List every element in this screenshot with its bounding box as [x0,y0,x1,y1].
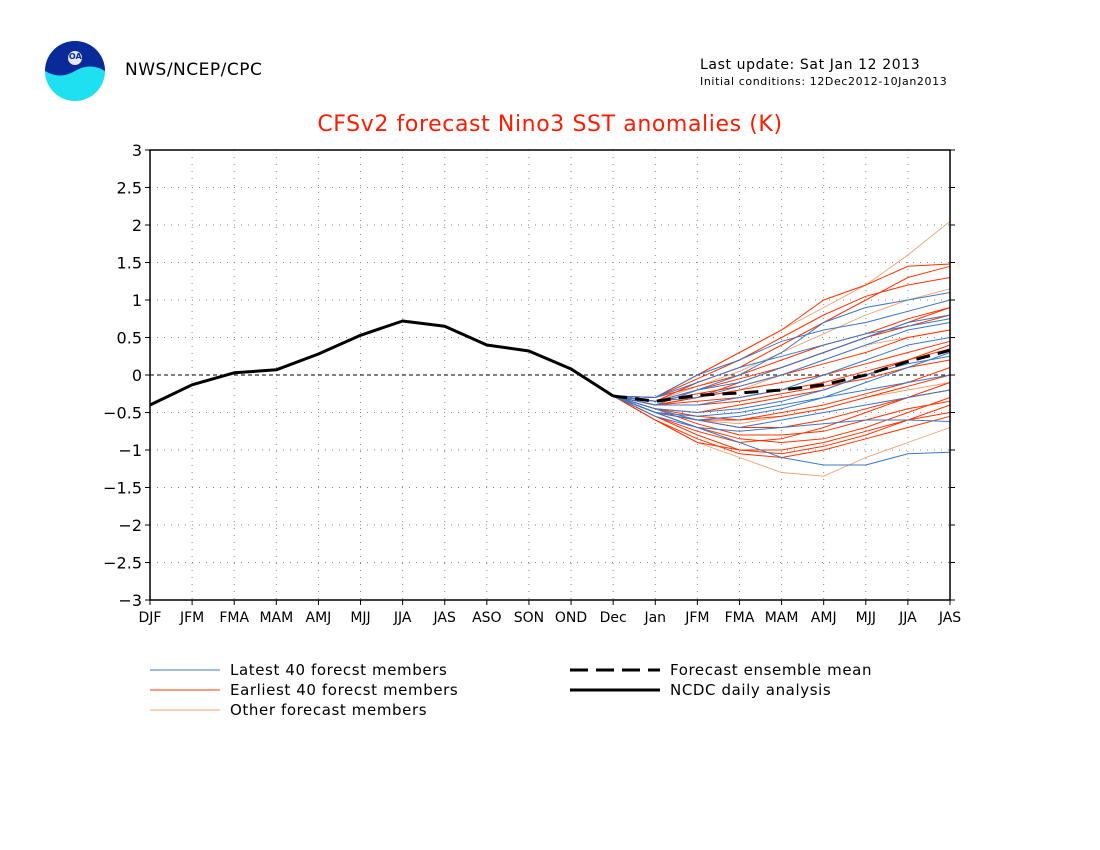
ensemble-member-line [613,395,951,466]
x-tick-label: JJA [898,610,917,626]
x-tick-label: ASO [472,610,501,626]
ensemble-member-line [612,395,951,432]
x-tick-label: JFM [179,610,204,626]
ensemble-member-line [613,389,951,429]
x-axis: DJF JFM FMA MAM AMJ MJJ JJA JAS ASO SON OND Dec Jan J… [139,600,961,626]
x-tick-label: FMA [219,610,249,626]
y-tick-label: 3 [132,141,142,160]
x-tick-label: MJJ [350,610,370,626]
legend-group: Latest 40 forecst members Earliest 40 for… [150,661,872,719]
ensemble-mean-line [613,348,951,403]
ensemble-member-line [613,265,951,402]
ensemble-member-line [612,395,951,455]
ensemble-member-line [613,348,951,406]
x-tick-label: AMJ [306,610,332,626]
x-tick-label: JFM [684,610,709,626]
y-tick-label: −0.5 [103,404,142,423]
legend-label: NCDC daily analysis [670,681,831,699]
y-tick-label: −3 [118,591,142,610]
chart-title: CFSv2 forecast Nino3 SST anomalies (K) [317,112,783,137]
analysis-line [149,319,615,407]
y-tick-label: −1 [118,441,142,460]
x-tick-label: MAM [765,610,799,626]
ensemble-member-line [613,337,951,406]
y-tick-label: 0.5 [117,329,142,348]
x-tick-label: JJA [393,610,412,626]
ensemble-member-line [613,374,951,421]
ensemble-member-line [613,374,951,421]
y-tick-label: −1.5 [103,479,142,498]
ensemble-member-line [613,318,951,399]
legend-label: Earliest 40 forecst members [230,681,458,699]
initial-conditions: Initial conditions: 12Dec2012-10Jan2013 [700,75,948,88]
x-tick-label: Dec [600,610,627,626]
y-tick-label: −2 [118,516,142,535]
ensemble-member-line [612,395,951,477]
y-tick-label: 2.5 [117,179,142,198]
last-update: Last update: Sat Jan 12 2013 [700,57,921,73]
ensemble-member-line [613,352,951,417]
ensemble-member-line [613,307,951,399]
x-tick-label: MJJ [856,610,876,626]
x-tick-label: SON [514,610,544,626]
legend-label: Other forecast members [230,701,427,719]
noaa-logo-text: NOAA [62,52,88,61]
noaa-logo: NOAA [45,41,105,101]
ensemble-member-line [613,314,951,402]
ensemble-member-line [613,340,951,406]
x-tick-label: MAM [259,610,293,626]
y-tick-label: 1.5 [117,254,142,273]
y-tick-label: 2 [132,216,142,235]
ensemble-member-line [613,263,951,399]
x-tick-label: DJF [139,610,162,626]
y-axis: 3 2.5 2 1.5 1 0.5 0 −0.5 −1 −1.5 −2 −2.5 −3 [103,141,955,610]
x-tick-label: OND [555,610,587,626]
x-tick-label: JAS [433,610,456,626]
y-tick-label: −2.5 [103,554,142,573]
agency-label: NWS/NCEP/CPC [125,60,263,80]
y-tick-label: 0 [132,366,142,385]
legend-label: Forecast ensemble mean [670,661,872,679]
ensemble-member-line [613,355,951,414]
x-tick-label: JAS [938,610,961,626]
x-tick-label: AMJ [811,610,837,626]
ensemble-member-line [612,382,951,444]
ensemble-member-line [612,395,951,451]
ensemble-member-line [613,299,951,399]
x-tick-label: FMA [725,610,755,626]
legend-label: Latest 40 forecst members [230,661,447,679]
ensemble-member-line [613,277,951,399]
x-tick-label: Jan [643,610,666,626]
ensemble-member-line [613,220,951,398]
y-tick-label: 1 [132,291,142,310]
